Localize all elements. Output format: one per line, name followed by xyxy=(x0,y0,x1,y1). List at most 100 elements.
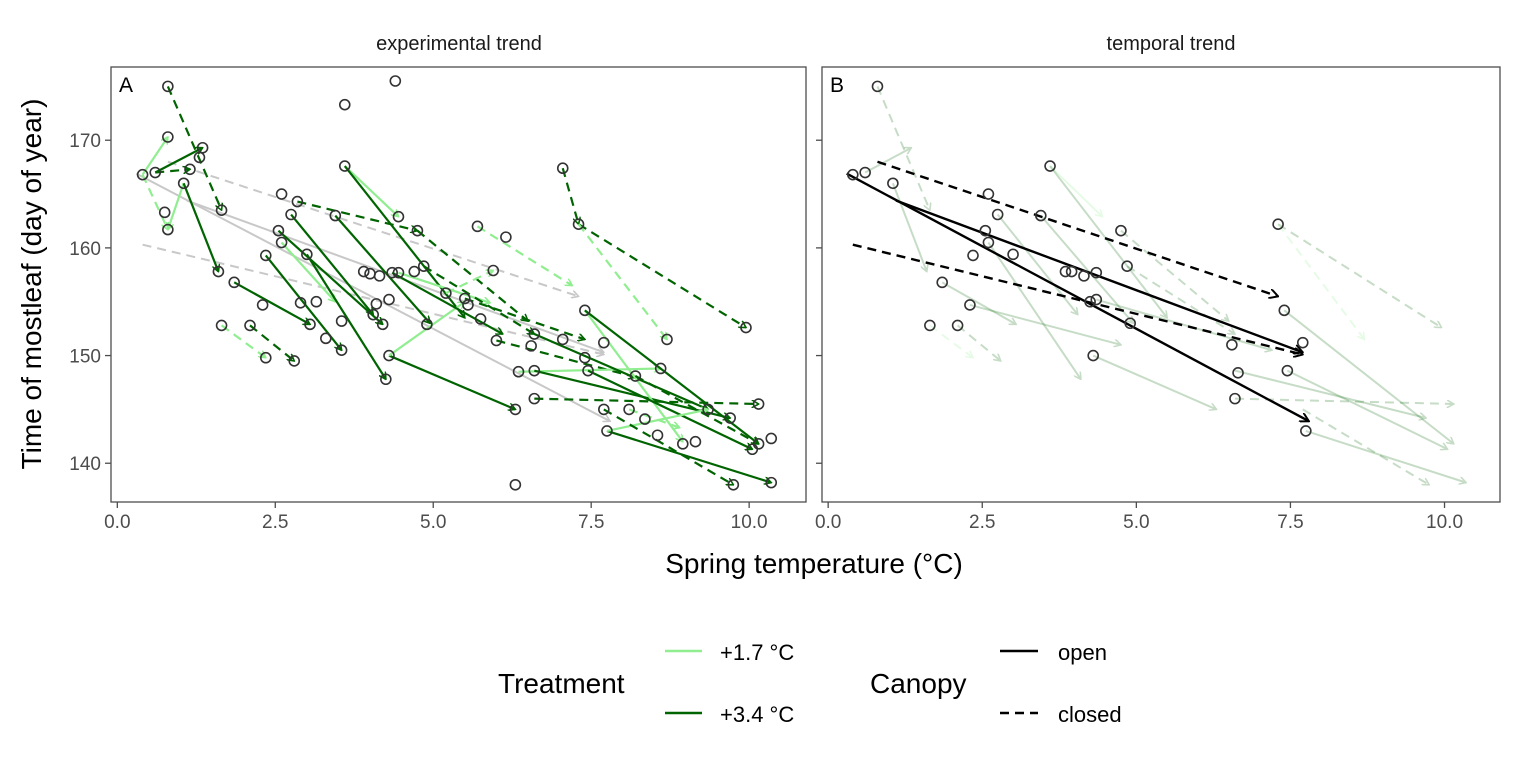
data-point xyxy=(1035,209,1047,222)
trend-arrow-open xyxy=(846,172,1309,422)
faded-arrow-t17-closed xyxy=(1277,223,1364,339)
treatment-arrow-t34-closed xyxy=(603,408,734,486)
data-point xyxy=(982,236,995,249)
faded-arrow-t17-closed xyxy=(929,324,973,357)
x-axis-title: Spring temperature (°C) xyxy=(665,548,963,579)
data-point xyxy=(338,98,351,111)
data-point xyxy=(285,208,297,221)
faded-arrow-t34-open xyxy=(1305,429,1466,483)
treatment-arrow-t34-open xyxy=(305,253,387,379)
data-point xyxy=(275,236,288,249)
treatment-arrow-t34-open xyxy=(391,271,503,335)
y-tick-label: 150 xyxy=(69,347,101,368)
faded-arrow-t34-open xyxy=(987,241,1080,380)
trend-arrow-closed xyxy=(877,160,1278,297)
data-point xyxy=(654,362,667,375)
data-point xyxy=(304,318,316,331)
data-point xyxy=(417,260,430,272)
data-point xyxy=(500,231,512,243)
data-point xyxy=(847,168,859,181)
data-point xyxy=(386,266,398,279)
faded-arrow-t17-open xyxy=(1049,165,1102,217)
data-point xyxy=(392,210,405,223)
treatment-arrow-t34-open xyxy=(233,281,310,326)
treatment-arrow-t34-closed xyxy=(496,339,635,377)
data-point xyxy=(259,351,272,364)
data-point xyxy=(196,141,209,154)
faded-arrow-t34-open xyxy=(1234,369,1426,418)
data-point xyxy=(528,364,541,377)
data-point xyxy=(367,308,380,321)
data-point xyxy=(1065,265,1078,278)
data-point xyxy=(724,412,736,424)
data-point xyxy=(859,166,871,179)
treatment-arrow-t34-closed xyxy=(155,169,190,172)
data-point xyxy=(136,168,149,181)
data-point xyxy=(474,313,487,325)
faded-arrow-t34-open xyxy=(1040,214,1133,324)
treatment-arrow-t17-open xyxy=(344,165,399,217)
x-tick-label: 0.0 xyxy=(815,512,841,533)
data-point xyxy=(1087,349,1099,362)
faded-arrow-t34-open xyxy=(1286,369,1447,450)
data-point xyxy=(421,318,433,331)
treatment-arrow-t17-closed xyxy=(220,324,266,357)
data-point xyxy=(335,315,348,327)
faded-arrow-t34-closed xyxy=(1234,397,1454,404)
faded-arrow-t34-open xyxy=(1092,354,1216,410)
treatment-arrow-t34-closed xyxy=(561,167,579,224)
panel-a-title: experimental trend xyxy=(376,33,542,55)
data-point xyxy=(1232,366,1244,379)
data-point xyxy=(1296,336,1309,349)
data-point xyxy=(1281,364,1294,377)
treatment-arrow-t34-closed xyxy=(464,297,585,339)
panel-b: 0.0 2.5 5.0 7.5 10.0 B xyxy=(815,66,1501,533)
panel-b-title: temporal trend xyxy=(1107,33,1236,55)
faded-arrow-t34-closed xyxy=(1277,223,1441,327)
x-tick-label: 10.0 xyxy=(731,512,768,533)
y-tick-label: 160 xyxy=(69,239,101,260)
data-point xyxy=(389,75,402,87)
faded-arrow-t34-closed xyxy=(956,324,1001,361)
treatment-arrow-t34-closed xyxy=(297,200,417,231)
x-tick-label: 5.0 xyxy=(1123,512,1149,533)
data-point xyxy=(380,373,392,386)
y-axis-title: Time of mostleaf (day of year) xyxy=(16,99,47,470)
treatment-arrow-t17-open xyxy=(583,309,683,441)
panel-a-frame xyxy=(110,66,807,503)
faded-arrow-t34-open xyxy=(1049,165,1167,318)
faded-arrow-t34-open xyxy=(941,281,1016,326)
data-point xyxy=(244,319,256,332)
faded-arrow-t34-open xyxy=(1283,309,1454,444)
data-point xyxy=(752,398,765,410)
data-point xyxy=(1115,224,1127,237)
treatment-arrow-t34-open xyxy=(584,309,759,444)
data-point xyxy=(1124,317,1136,330)
treatment-arrow-t34-closed xyxy=(166,85,222,210)
trend-arrow xyxy=(142,243,604,355)
data-point xyxy=(979,224,992,237)
data-point xyxy=(924,319,936,332)
data-point xyxy=(1300,425,1312,437)
data-point xyxy=(1226,338,1238,351)
treatment-arrow-t34-closed xyxy=(416,229,528,321)
data-point xyxy=(490,334,503,347)
data-point xyxy=(487,264,500,277)
legend-label-t17: +1.7 °C xyxy=(720,640,794,665)
panel-b-frame xyxy=(821,66,1501,503)
trend-arrow xyxy=(135,172,610,422)
treatment-arrow-t34-open xyxy=(606,429,771,483)
data-point xyxy=(765,432,778,445)
data-point xyxy=(556,333,569,346)
data-point xyxy=(376,318,389,331)
data-point xyxy=(408,265,421,278)
data-point xyxy=(1007,248,1019,261)
data-point xyxy=(383,349,395,362)
data-point xyxy=(184,163,196,176)
faded-arrow-t34-closed xyxy=(1126,265,1235,334)
data-point xyxy=(320,332,332,345)
data-point xyxy=(579,351,591,364)
data-point xyxy=(740,321,752,334)
data-point xyxy=(598,336,610,349)
data-point xyxy=(598,403,610,416)
